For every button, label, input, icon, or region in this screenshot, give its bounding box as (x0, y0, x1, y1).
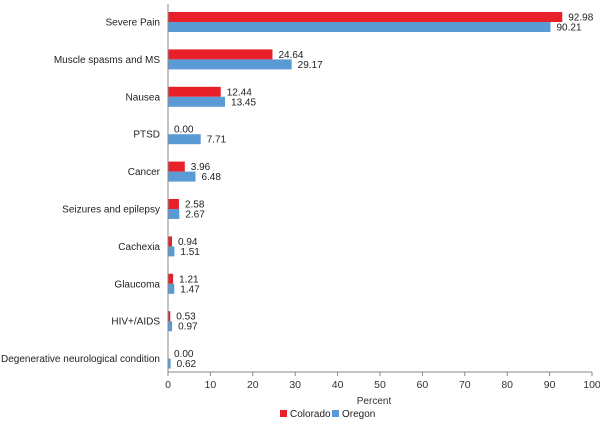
bar-oregon (168, 96, 226, 107)
x-tick-label: 0 (165, 379, 171, 391)
data-label-colorado: 0.00 (174, 125, 194, 136)
x-tick-label: 60 (417, 379, 429, 391)
category-label: Cancer (128, 167, 161, 178)
legend-label-oregon: Oregon (342, 409, 375, 420)
category-label: PTSD (133, 130, 160, 141)
data-label-oregon: 6.48 (201, 172, 221, 183)
category-labels-group: Severe Pain Muscle spasms and MS Nausea PTS… (1, 18, 161, 366)
category-label: Severe Pain (106, 18, 160, 29)
bar-colorado (168, 199, 179, 209)
x-tick-label: 10 (205, 379, 217, 391)
bar-oregon (168, 134, 201, 145)
bar-oregon (168, 209, 180, 219)
x-axis-title: Percent (357, 396, 392, 407)
bar-colorado (168, 273, 174, 284)
bar-oregon (168, 283, 175, 294)
data-label-colorado: 0.94 (178, 237, 198, 248)
x-ticks-group: 0 10 20 30 40 50 60 70 80 90 100 (165, 372, 600, 391)
bar-colorado (168, 49, 273, 60)
legend-label-colorado: Colorado (290, 409, 331, 420)
category-label: Degenerative neurological condition (1, 354, 160, 365)
x-tick-label: 100 (583, 379, 600, 391)
category-label: Nausea (126, 92, 161, 103)
category-label: HIV+/AIDS (111, 317, 160, 328)
x-tick-label: 70 (459, 379, 471, 391)
category-label: Seizures and epilepsy (62, 205, 160, 216)
data-label-oregon: 0.62 (177, 359, 197, 370)
bars-group (168, 12, 563, 369)
legend-swatch-colorado (280, 410, 287, 417)
data-label-oregon: 0.97 (178, 322, 198, 333)
bar-colorado (168, 236, 172, 247)
bar-oregon (168, 171, 196, 182)
x-tick-label: 20 (247, 379, 259, 391)
data-label-oregon: 2.67 (185, 210, 205, 221)
data-label-oregon: 1.51 (180, 247, 200, 258)
category-label: Muscle spasms and MS (54, 55, 160, 66)
data-label-oregon: 1.47 (180, 284, 200, 295)
data-label-colorado: 2.58 (185, 200, 205, 211)
x-tick-label: 80 (501, 379, 513, 391)
data-label-colorado: 3.96 (191, 162, 211, 173)
data-label-colorado: 0.53 (176, 312, 196, 323)
category-label: Glaucoma (114, 279, 160, 290)
data-label-oregon: 29.17 (298, 60, 323, 71)
bar-oregon (168, 246, 175, 257)
x-tick-label: 40 (332, 379, 344, 391)
bar-colorado (168, 161, 185, 172)
data-label-colorado: 92.98 (568, 13, 593, 24)
bar-colorado (168, 86, 221, 97)
bar-oregon (168, 22, 551, 32)
bar-oregon (168, 321, 173, 332)
x-tick-label: 90 (544, 379, 556, 391)
bar-colorado (168, 12, 563, 22)
bar-oregon (168, 59, 292, 70)
data-label-colorado: 1.21 (179, 274, 199, 285)
legend: Colorado Oregon (280, 409, 375, 420)
legend-swatch-oregon (332, 410, 339, 417)
data-label-oregon: 90.21 (556, 23, 581, 34)
bar-colorado (168, 311, 171, 322)
data-label-oregon: 7.71 (207, 135, 227, 146)
category-label: Cachexia (118, 242, 160, 253)
bar-oregon (168, 358, 171, 369)
data-label-colorado: 0.00 (174, 349, 194, 360)
data-label-colorado: 12.44 (227, 87, 252, 98)
data-label-colorado: 24.64 (278, 50, 303, 61)
data-label-oregon: 13.45 (231, 97, 256, 108)
x-tick-label: 30 (289, 379, 301, 391)
x-tick-label: 50 (374, 379, 386, 391)
